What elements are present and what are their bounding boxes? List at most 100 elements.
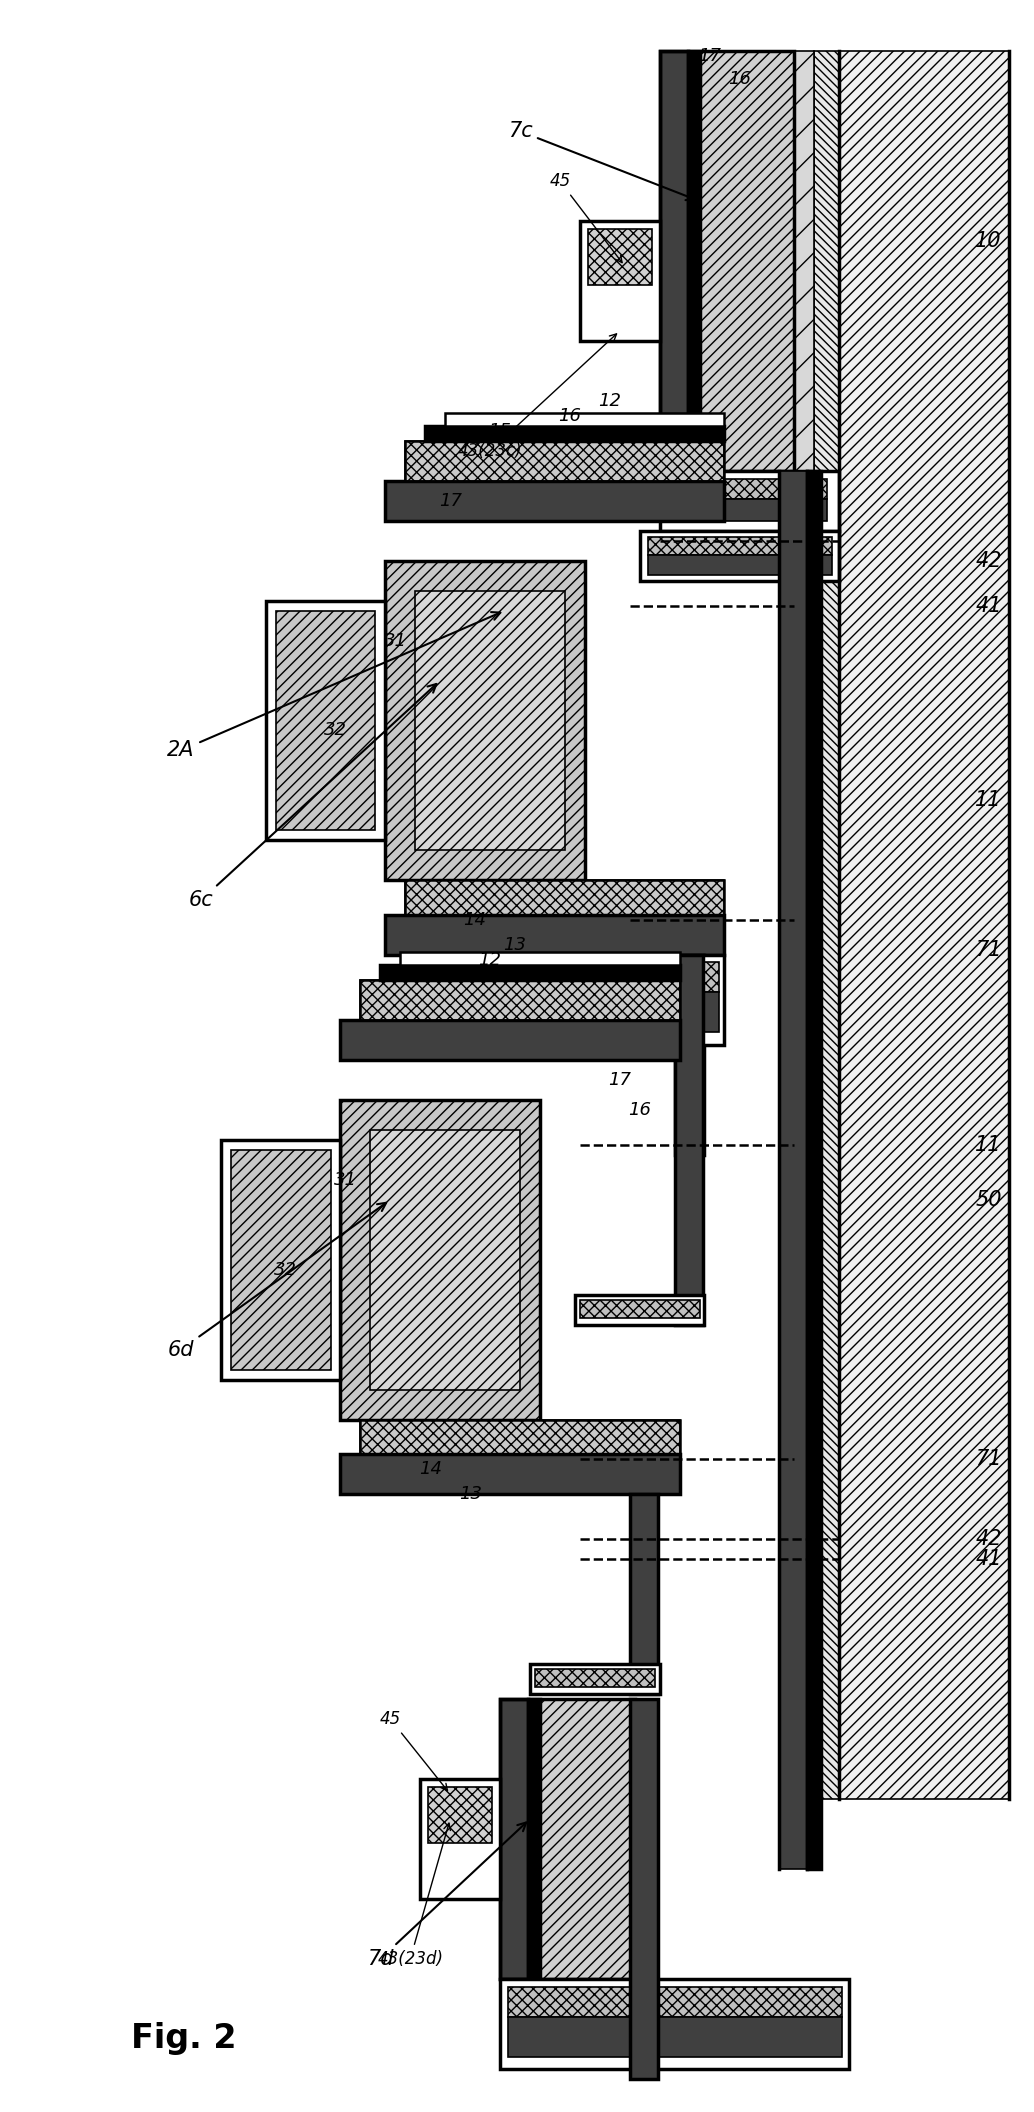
Bar <box>400 953 679 965</box>
Bar <box>780 471 808 1869</box>
Text: 13: 13 <box>504 936 526 955</box>
Text: 71: 71 <box>975 940 1002 961</box>
Bar <box>647 536 832 555</box>
Bar <box>340 1455 679 1495</box>
Text: 41: 41 <box>975 1550 1002 1569</box>
Bar <box>668 479 827 498</box>
Bar <box>508 1987 842 2017</box>
Text: 43(23c): 43(23c) <box>458 334 616 460</box>
Bar <box>266 600 386 841</box>
Text: 15: 15 <box>488 422 512 439</box>
Text: 11: 11 <box>975 790 1002 811</box>
Bar <box>428 1787 492 1844</box>
Bar <box>674 955 702 1324</box>
Bar <box>500 1700 528 1979</box>
Bar <box>660 51 794 471</box>
Bar <box>535 1668 655 1687</box>
Bar <box>405 441 725 482</box>
Text: 71: 71 <box>975 1449 1002 1470</box>
Bar <box>688 51 700 471</box>
Bar <box>340 1020 679 1060</box>
Bar <box>386 482 725 522</box>
Bar <box>405 881 725 914</box>
Bar <box>674 955 704 1155</box>
Bar <box>814 51 840 1799</box>
Text: 2A: 2A <box>168 612 500 760</box>
Bar <box>508 2017 842 2057</box>
Text: 11: 11 <box>975 1134 1002 1155</box>
Bar <box>386 914 725 955</box>
Bar <box>580 1299 700 1318</box>
Bar <box>420 1778 500 1899</box>
Text: 42: 42 <box>975 551 1002 570</box>
Bar <box>794 51 814 1799</box>
Bar <box>416 591 565 851</box>
Text: 31: 31 <box>384 631 406 650</box>
Bar <box>660 471 840 530</box>
Bar <box>674 955 702 1324</box>
Bar <box>405 441 725 482</box>
Bar <box>340 1455 679 1495</box>
Text: 15: 15 <box>419 965 442 984</box>
Text: 6d: 6d <box>168 1202 386 1360</box>
Bar <box>625 963 720 993</box>
Bar <box>340 1020 679 1060</box>
Text: 17: 17 <box>698 46 721 65</box>
Bar <box>528 1700 540 1979</box>
Bar <box>660 51 688 471</box>
Text: 32: 32 <box>274 1261 297 1278</box>
Text: 41: 41 <box>975 596 1002 615</box>
Bar <box>386 482 725 522</box>
Bar <box>587 228 651 285</box>
Text: 17: 17 <box>438 492 461 509</box>
Bar <box>530 1664 660 1694</box>
Bar <box>668 498 827 522</box>
Bar <box>386 914 725 955</box>
Bar <box>674 955 704 1155</box>
Bar <box>386 560 585 881</box>
Text: 50: 50 <box>975 1189 1002 1210</box>
Text: 45: 45 <box>549 173 622 262</box>
Text: 6c: 6c <box>188 684 436 910</box>
Text: 14: 14 <box>463 910 487 929</box>
Text: 7d: 7d <box>367 1823 526 1968</box>
Text: 13: 13 <box>459 1485 482 1504</box>
Text: 16: 16 <box>629 1100 651 1119</box>
Bar <box>340 1100 540 1419</box>
Bar <box>276 610 375 830</box>
Bar <box>647 555 832 574</box>
Text: 12: 12 <box>479 950 501 969</box>
Bar <box>405 881 725 914</box>
Bar <box>361 1419 679 1455</box>
Bar <box>361 980 679 1020</box>
Bar <box>575 1295 704 1324</box>
Bar <box>500 1700 635 1979</box>
Bar <box>381 965 679 980</box>
Bar <box>580 222 660 340</box>
Text: 43(23d): 43(23d) <box>377 1823 451 1968</box>
Bar <box>630 1495 658 1694</box>
Bar <box>361 1419 679 1455</box>
Bar <box>500 1700 635 1979</box>
Text: 45: 45 <box>379 1711 448 1791</box>
Bar <box>660 51 688 471</box>
Bar <box>630 1495 658 1694</box>
Bar <box>625 993 720 1033</box>
Bar <box>370 1130 520 1390</box>
Bar <box>808 471 821 1869</box>
Bar <box>500 1700 528 1979</box>
Text: 31: 31 <box>334 1170 357 1189</box>
Bar <box>500 1979 849 2068</box>
Text: 42: 42 <box>975 1529 1002 1550</box>
Bar <box>625 955 725 1045</box>
Bar <box>840 51 1009 1799</box>
Text: 12: 12 <box>599 393 621 410</box>
Bar <box>340 1100 540 1419</box>
Text: 17: 17 <box>608 1071 631 1090</box>
Text: 10: 10 <box>975 230 1002 251</box>
Bar <box>425 427 725 441</box>
Text: Fig. 2: Fig. 2 <box>131 2021 237 2055</box>
Text: 7c: 7c <box>508 120 695 201</box>
Bar <box>386 560 585 881</box>
Bar <box>660 51 794 471</box>
